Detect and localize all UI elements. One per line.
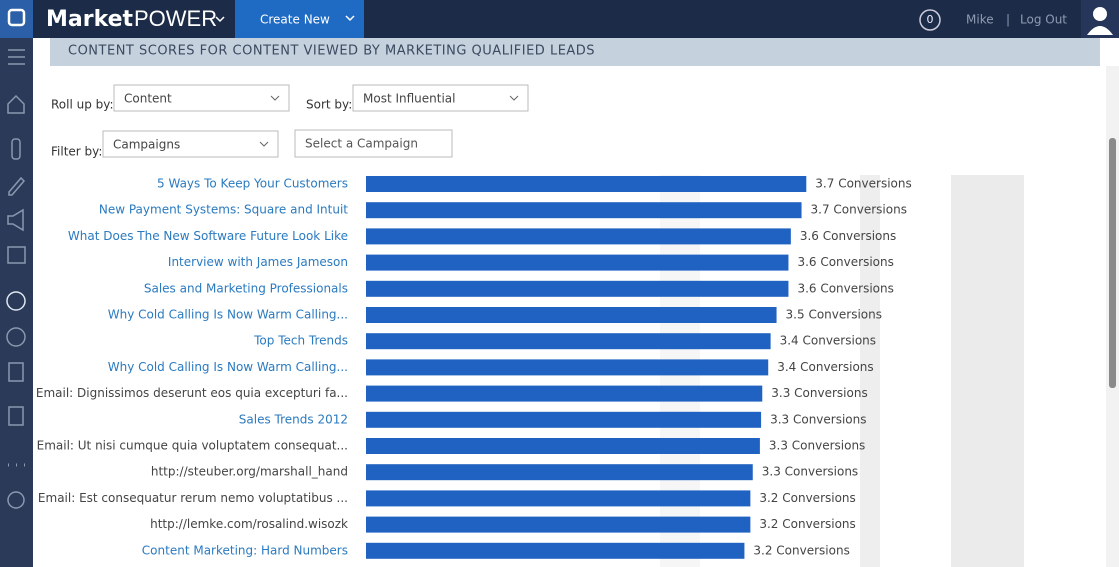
bar (366, 202, 802, 219)
value-label: 3.3 Conversions (769, 439, 865, 453)
value-label: 3.3 Conversions (771, 386, 867, 400)
category-label: Email: Ut nisi cumque quia voluptatem co… (37, 439, 348, 453)
reports-icon[interactable] (8, 362, 24, 382)
avatar-body (1087, 26, 1113, 35)
bar (366, 542, 745, 559)
logo-market: Market (46, 7, 134, 32)
value-label: 3.2 Conversions (759, 517, 855, 531)
roll-up-value[interactable]: Content (124, 92, 172, 106)
separator: | (1006, 13, 1010, 27)
roll-up-label: Roll up by: (51, 98, 114, 112)
filter-chevron (259, 141, 269, 147)
category-label[interactable]: 5 Ways To Keep Your Customers (157, 177, 348, 191)
logout-link[interactable]: Log Out (1020, 13, 1067, 27)
bar (366, 490, 751, 507)
bar-chart: 5 Ways To Keep Your Customers 3.7 Convers… (36, 176, 912, 559)
calendar-icon[interactable] (7, 246, 26, 264)
category-label[interactable]: What Does The New Software Future Look L… (68, 229, 348, 243)
bar (366, 438, 760, 454)
settings-icon[interactable] (7, 491, 25, 509)
category-label[interactable]: Why Cold Calling Is Now Warm Calling... (108, 308, 348, 322)
filter-value[interactable]: Campaigns (113, 138, 180, 152)
filter-label: Filter by: (51, 145, 102, 159)
bar (366, 176, 807, 192)
section-title: CONTENT SCORES FOR CONTENT VIEWED BY MAR… (68, 44, 595, 59)
bar (366, 333, 771, 350)
create-new-label[interactable]: Create New (260, 13, 330, 27)
roll-up-select[interactable] (113, 84, 290, 112)
sort-value[interactable]: Most Influential (363, 92, 456, 106)
logo-chevron[interactable] (215, 16, 225, 23)
scrollbar-thumb[interactable] (1109, 138, 1116, 388)
bar (366, 228, 791, 245)
home-icon[interactable] (7, 94, 25, 114)
value-label: 3.7 Conversions (815, 177, 911, 191)
value-label: 3.4 Conversions (780, 334, 876, 348)
value-label: 3.3 Conversions (770, 412, 866, 426)
bar (366, 464, 753, 481)
category-label[interactable]: Interview with James Jameson (168, 255, 348, 269)
create-new-button[interactable] (235, 0, 364, 38)
category-label: Email: Dignissimos deserunt eos quia exc… (36, 386, 348, 400)
user-name[interactable]: Mike (966, 13, 994, 27)
edit-icon[interactable] (8, 176, 26, 196)
sort-label: Sort by: (306, 98, 352, 112)
create-new-chevron[interactable] (345, 15, 355, 22)
category-label[interactable]: Why Cold Calling Is Now Warm Calling... (108, 360, 348, 374)
sort-select[interactable] (352, 84, 529, 112)
bar (366, 280, 789, 297)
backdrop-stripe (951, 175, 1024, 567)
value-label: 3.3 Conversions (762, 465, 858, 479)
bar (366, 307, 777, 323)
category-label: Email: Est consequatur rerum nemo volupt… (38, 491, 348, 505)
library-icon[interactable] (8, 406, 24, 426)
bar (366, 359, 769, 376)
notifications-badge[interactable] (919, 9, 941, 31)
bar (366, 385, 763, 402)
section-header (50, 38, 1100, 66)
avatar-head (1093, 7, 1107, 21)
campaign-icon[interactable] (7, 208, 24, 232)
category-label[interactable]: New Payment Systems: Square and Intuit (99, 203, 348, 217)
value-label: 3.6 Conversions (800, 229, 896, 243)
value-label: 3.2 Conversions (759, 491, 855, 505)
filter-select[interactable] (102, 130, 279, 158)
bar (366, 411, 762, 428)
logo-box[interactable] (0, 0, 33, 38)
value-label: 3.6 Conversions (797, 255, 893, 269)
value-label: 3.6 Conversions (797, 281, 893, 295)
value-label: 3.5 Conversions (786, 308, 882, 322)
logo-power: POWER (134, 6, 217, 31)
sort-chevron (509, 95, 519, 101)
bar (366, 516, 751, 533)
backdrop-stripe (860, 175, 880, 567)
campaign-input[interactable] (294, 129, 453, 158)
scores-icon[interactable] (6, 327, 26, 347)
value-label: 3.4 Conversions (777, 360, 873, 374)
content-icon[interactable] (11, 138, 21, 160)
notifications-count[interactable]: 0 (927, 13, 934, 26)
category-label[interactable]: Content Marketing: Hard Numbers (142, 543, 348, 557)
roll-up-chevron (270, 95, 280, 101)
category-label[interactable]: Sales and Marketing Professionals (144, 281, 348, 295)
category-label: http://lemke.com/rosalind.wisozk (150, 517, 348, 531)
category-label[interactable]: Sales Trends 2012 (239, 412, 348, 426)
menu-icon[interactable] (8, 49, 25, 65)
sidebar-icons (6, 49, 26, 509)
bar (366, 254, 789, 271)
top-bar (0, 0, 1119, 38)
category-label[interactable]: Top Tech Trends (253, 334, 348, 348)
analytics-icon[interactable] (6, 291, 26, 311)
campaign-placeholder[interactable]: Select a Campaign (305, 137, 418, 151)
category-label: http://steuber.org/marshall_hand (151, 465, 348, 479)
value-label: 3.7 Conversions (811, 203, 907, 217)
value-label: 3.2 Conversions (753, 543, 849, 557)
sidebar (0, 38, 33, 567)
logo-icon (7, 8, 26, 27)
